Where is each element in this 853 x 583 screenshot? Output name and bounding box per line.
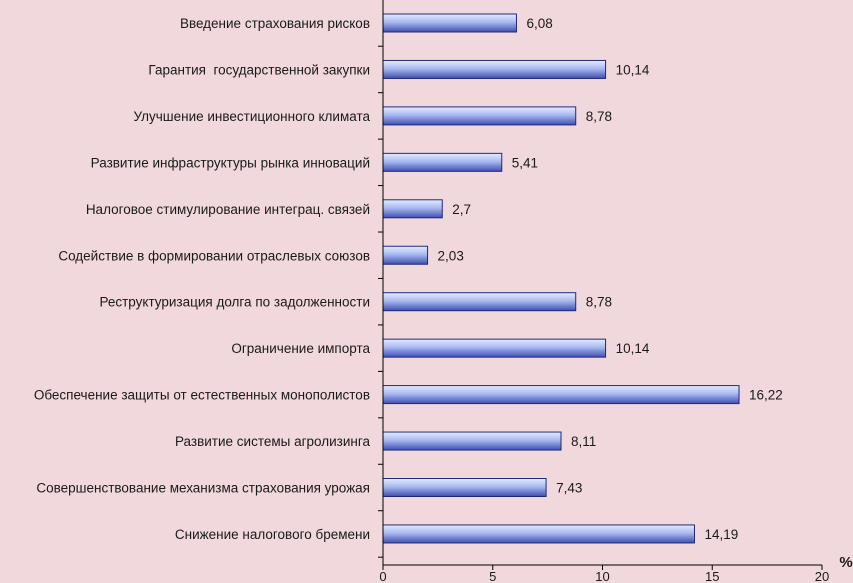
value-label: 2,03 xyxy=(438,248,464,263)
value-label: 10,14 xyxy=(616,62,650,77)
bar xyxy=(382,524,695,544)
value-label: 8,11 xyxy=(571,434,596,449)
bar xyxy=(382,13,517,33)
category-label: Улучшение инвестиционного климата xyxy=(133,109,370,124)
bar xyxy=(382,431,562,451)
category-label: Гарантия государственной закупки xyxy=(148,62,370,77)
x-axis-unit-label: % xyxy=(839,554,852,571)
category-label: Реструктуризация долга по задолженности xyxy=(99,295,370,310)
category-label: Развитие инфраструктуры рынка инноваций xyxy=(91,155,370,170)
bar xyxy=(382,199,443,219)
value-label: 8,78 xyxy=(586,109,612,124)
category-label: Обеспечение защиты от естественных моноп… xyxy=(34,388,370,403)
x-tick-label: 15 xyxy=(705,569,719,583)
x-tick-label: 5 xyxy=(489,569,496,583)
bar xyxy=(382,292,577,312)
value-label: 5,41 xyxy=(512,155,538,170)
value-label: 6,08 xyxy=(526,16,552,31)
value-label: 14,19 xyxy=(704,527,738,542)
category-label: Снижение налогового бремени xyxy=(175,527,370,542)
bar xyxy=(382,152,503,172)
category-label: Развитие системы агролизинга xyxy=(175,434,370,449)
bar xyxy=(382,106,577,126)
x-tick-label: 0 xyxy=(379,569,386,583)
x-tick-label: 20 xyxy=(815,569,829,583)
value-label: 16,22 xyxy=(749,388,783,403)
value-label: 10,14 xyxy=(616,341,650,356)
value-label: 2,7 xyxy=(452,202,471,217)
category-label: Содействие в формировании отраслевых сою… xyxy=(58,248,370,263)
category-label: Введение страхования рисков xyxy=(180,16,370,31)
bar xyxy=(382,338,607,358)
value-label: 8,78 xyxy=(586,295,612,310)
category-label: Ограничение импорта xyxy=(231,341,370,356)
bar xyxy=(382,478,547,497)
category-label: Совершенствование механизма страхования … xyxy=(36,481,370,496)
category-label: Налоговое стимулирование интеграц. связе… xyxy=(86,202,370,217)
x-tick-label: 10 xyxy=(595,569,609,583)
bar xyxy=(382,245,429,265)
bar xyxy=(382,385,740,405)
bar xyxy=(382,59,607,79)
value-label: 7,43 xyxy=(556,481,582,496)
